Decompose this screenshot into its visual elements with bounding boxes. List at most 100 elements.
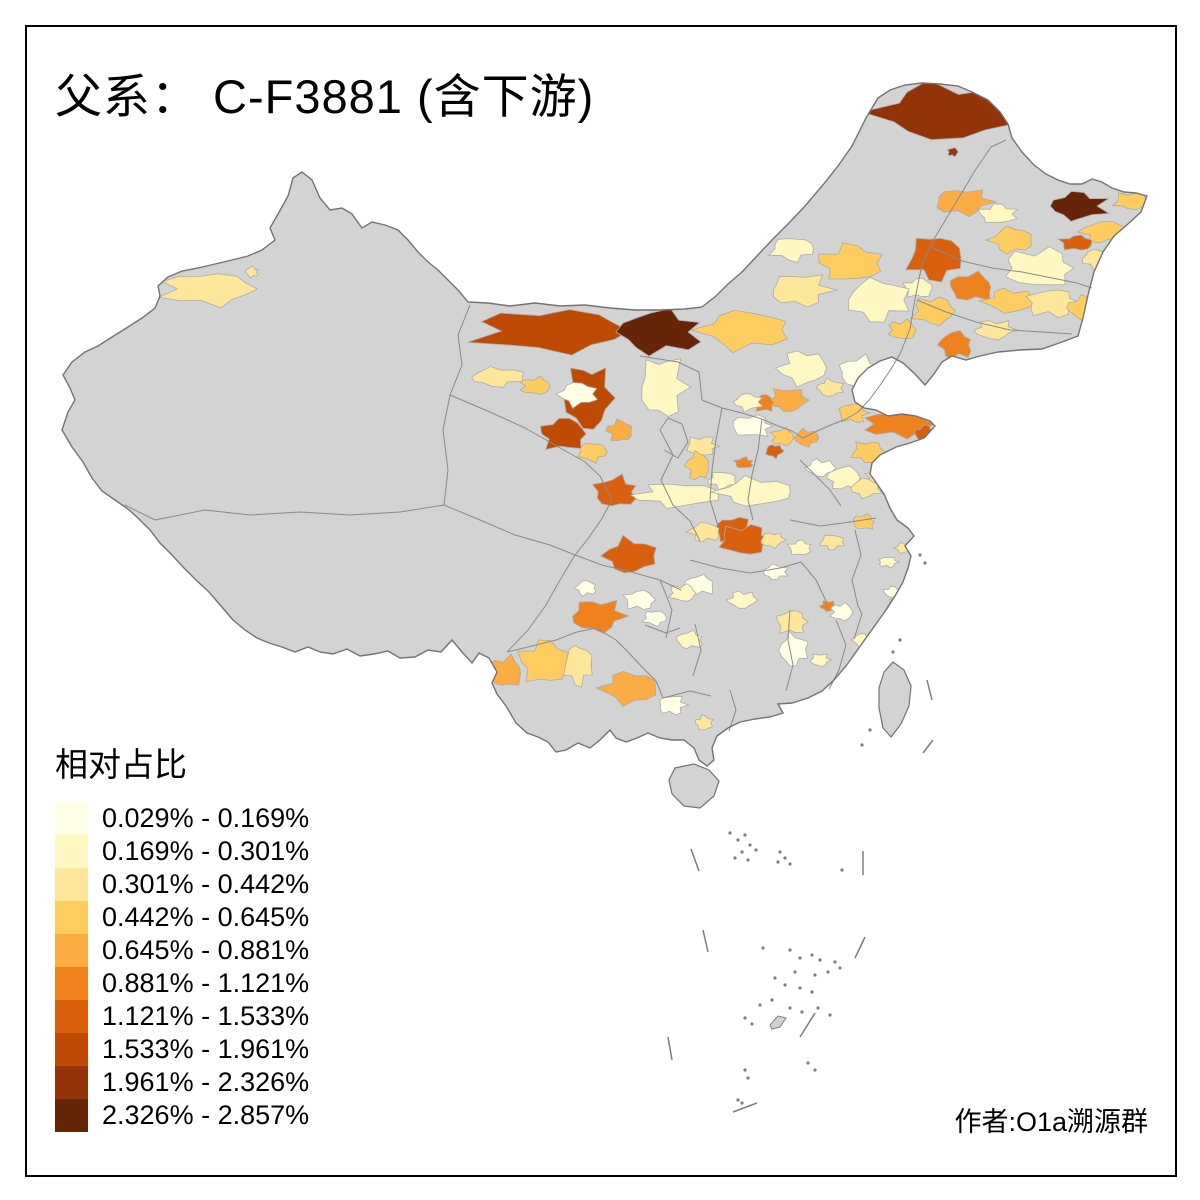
- china-national-boundary: [61, 82, 1148, 767]
- prefecture-patch: [732, 393, 764, 413]
- prefecture-patch: [615, 308, 702, 357]
- island-dot: [746, 858, 750, 862]
- island-dots-layer: [728, 553, 927, 1105]
- figure-title: 父系： C-F3881 (含下游): [55, 70, 595, 123]
- sea-boundary-dash: [922, 739, 934, 754]
- island-dot: [798, 956, 802, 960]
- prefecture-patch: [977, 287, 1038, 314]
- prefecture-patch: [694, 713, 714, 731]
- hainan-island-shape: [668, 763, 720, 809]
- island-dot: [813, 1068, 817, 1072]
- island-dot: [838, 966, 842, 970]
- legend-swatch: [55, 1033, 88, 1066]
- island-dot: [743, 833, 747, 837]
- sea-boundary-dash: [854, 936, 866, 959]
- prefecture-patch: [467, 309, 630, 356]
- island-dot: [813, 973, 817, 977]
- prefecture-patch: [786, 539, 812, 556]
- prefecture-patch: [973, 320, 1019, 341]
- prefecture-patch: [949, 270, 992, 301]
- legend-row: 0.301% - 0.442%: [55, 868, 309, 901]
- island-dot: [733, 856, 737, 860]
- prefecture-patch: [707, 471, 737, 491]
- prefecture-patch: [245, 265, 260, 279]
- legend-swatch: [55, 868, 88, 901]
- prefecture-patch: [572, 580, 597, 598]
- prefecture-patch: [1025, 289, 1082, 319]
- prefecture-patch: [594, 670, 657, 708]
- prefecture-patch: [641, 358, 692, 418]
- prefecture-patch: [828, 602, 854, 622]
- island-dot: [776, 860, 780, 864]
- island-dot: [923, 561, 927, 565]
- island-dot: [918, 553, 922, 557]
- island-dot: [810, 990, 814, 994]
- island-dot: [788, 862, 792, 866]
- attribution-text: 作者:O1a溯源群: [954, 1107, 1148, 1137]
- prefecture-patch: [1005, 246, 1075, 286]
- legend-title: 相对占比: [55, 746, 187, 783]
- prefecture-patch: [684, 521, 720, 543]
- sea-boundary-dashes-layer: [667, 679, 934, 1113]
- prefecture-patch: [599, 534, 657, 574]
- legend-swatch: [55, 934, 88, 967]
- prefecture-patch: [576, 442, 608, 465]
- prefecture-patch: [760, 532, 788, 550]
- prefecture-patch: [810, 653, 833, 667]
- prefecture-patch: [629, 483, 719, 509]
- prefecture-patch: [909, 296, 956, 327]
- legend-row: 0.029% - 0.169%: [55, 802, 309, 835]
- figure-frame: [25, 25, 1177, 1177]
- legend-class-label: 0.029% - 0.169%: [102, 803, 310, 833]
- island-dot: [743, 1068, 747, 1072]
- legend-class-label: 0.645% - 0.881%: [102, 935, 310, 965]
- prefecture-patch: [572, 599, 630, 634]
- prefecture-patch: [852, 512, 875, 530]
- legend-swatch: [55, 1000, 88, 1033]
- prefecture-patch: [518, 375, 551, 395]
- island-dot: [740, 850, 744, 854]
- legend-class-label: 0.169% - 0.301%: [102, 836, 310, 866]
- island-dot: [818, 958, 822, 962]
- legend-row: 0.645% - 0.881%: [55, 934, 309, 967]
- sea-boundary-dash: [926, 679, 933, 701]
- prefecture-patch: [778, 630, 809, 667]
- prefecture-patch: [732, 414, 774, 437]
- prefecture-patch: [683, 449, 709, 481]
- island-dot: [728, 831, 732, 835]
- prefecture-patch: [775, 610, 810, 634]
- prefecture-patch: [850, 477, 884, 500]
- island-dot: [860, 743, 864, 747]
- prefecture-patch: [667, 583, 697, 602]
- legend-class-label: 1.961% - 2.326%: [102, 1067, 310, 1097]
- prefecture-patch: [946, 147, 960, 158]
- island-dot: [800, 1010, 804, 1014]
- legend-row: 1.533% - 1.961%: [55, 1033, 309, 1066]
- prefecture-patch: [157, 273, 259, 309]
- island-dot: [740, 1101, 744, 1105]
- prefecture-patch: [555, 382, 599, 409]
- sea-boundary-dash: [799, 1012, 816, 1038]
- island-dot: [816, 1006, 820, 1010]
- prefecture-patch: [819, 534, 845, 551]
- island-dot: [773, 976, 777, 980]
- legend-swatch: [55, 967, 88, 1000]
- island-dot: [788, 948, 792, 952]
- island-dot: [746, 1076, 750, 1080]
- islet-shape: [769, 1015, 787, 1030]
- island-dot: [806, 1061, 810, 1065]
- legend-row: 1.961% - 2.326%: [55, 1066, 309, 1099]
- prefecture-patch: [818, 242, 884, 280]
- prefecture-patch: [539, 417, 587, 451]
- prefecture-patch: [563, 644, 593, 688]
- island-dot: [828, 1013, 832, 1017]
- legend-class-label: 0.301% - 0.442%: [102, 869, 310, 899]
- prefecture-patch: [847, 276, 910, 323]
- island-dot: [783, 856, 787, 860]
- legend-swatch: [55, 901, 88, 934]
- legend-class-label: 1.533% - 1.961%: [102, 1034, 310, 1064]
- prefecture-patch: [732, 456, 754, 469]
- island-dot: [798, 986, 802, 990]
- prefecture-patch: [659, 695, 690, 716]
